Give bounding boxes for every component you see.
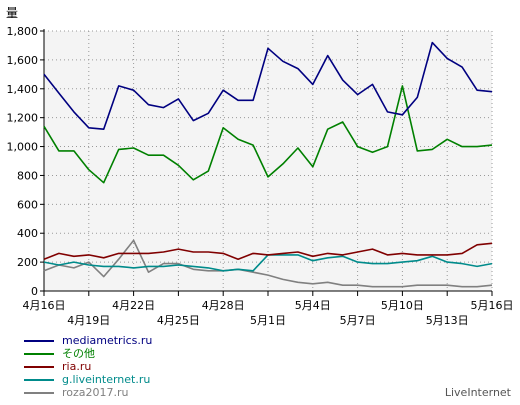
- x-tick-label: 5月10日: [381, 299, 424, 312]
- series-line-roza2017-ru: [43, 239, 493, 288]
- y-tick-label: 1,200: [7, 112, 39, 125]
- legend: mediametrics.ru その他 ria.ru g.liveinternet.r…: [20, 334, 220, 399]
- y-tick-label: 600: [17, 198, 38, 211]
- y-tick-label: 0: [31, 285, 38, 298]
- x-tick-label: 5月1日: [250, 314, 286, 327]
- y-tick-label: 1,000: [7, 141, 39, 154]
- x-tick-label: 5月13日: [426, 314, 469, 327]
- legend-label: ria.ru: [62, 360, 92, 373]
- y-tick-label: 1,400: [7, 83, 39, 96]
- series-line-mediametrics-ru: [43, 41, 493, 130]
- legend-swatch: [24, 352, 54, 355]
- x-tick-label: 5月16日: [471, 299, 514, 312]
- legend-item: roza2017.ru: [20, 386, 220, 399]
- series-lines: [43, 41, 493, 288]
- watermark: LiveInternet: [444, 386, 511, 399]
- legend-item: その他: [20, 347, 220, 360]
- legend-label: g.liveinternet.ru: [62, 373, 151, 386]
- legend-item: mediametrics.ru: [20, 334, 220, 347]
- y-axis-label: 量: [6, 6, 18, 20]
- y-tick-label: 1,800: [7, 25, 39, 38]
- x-tick-label: 5月7日: [340, 314, 376, 327]
- y-tick-label: 200: [17, 256, 38, 269]
- x-tick-label: 4月22日: [112, 299, 155, 312]
- legend-swatch: [24, 378, 54, 381]
- y-axis-ticks: 0 200 400 600 800 1,000 1,200 1,400 1,600 1,800: [7, 25, 44, 298]
- legend-item: ria.ru: [20, 360, 220, 373]
- x-tick-label: 5月4日: [295, 299, 331, 312]
- legend-label: mediametrics.ru: [62, 334, 153, 347]
- line-chart: 0 200 400 600 800 1,000 1,200 1,400 1,600 1,800 4…: [6, 6, 514, 327]
- x-tick-label: 4月19日: [67, 314, 110, 327]
- legend-swatch: [24, 365, 54, 368]
- legend-label: その他: [62, 347, 95, 360]
- x-tick-label: 4月25日: [157, 314, 200, 327]
- y-tick-label: 400: [17, 227, 38, 240]
- legend-swatch: [24, 339, 54, 342]
- legend-swatch: [24, 391, 54, 394]
- y-tick-label: 1,600: [7, 54, 39, 67]
- x-tick-label: 4月28日: [202, 299, 245, 312]
- x-tick-label: 4月16日: [23, 299, 66, 312]
- series-line--: [43, 85, 493, 184]
- legend-label: roza2017.ru: [62, 386, 129, 399]
- series-line-ria-ru: [43, 242, 493, 261]
- legend-item: g.liveinternet.ru: [20, 373, 220, 386]
- y-tick-label: 800: [17, 169, 38, 182]
